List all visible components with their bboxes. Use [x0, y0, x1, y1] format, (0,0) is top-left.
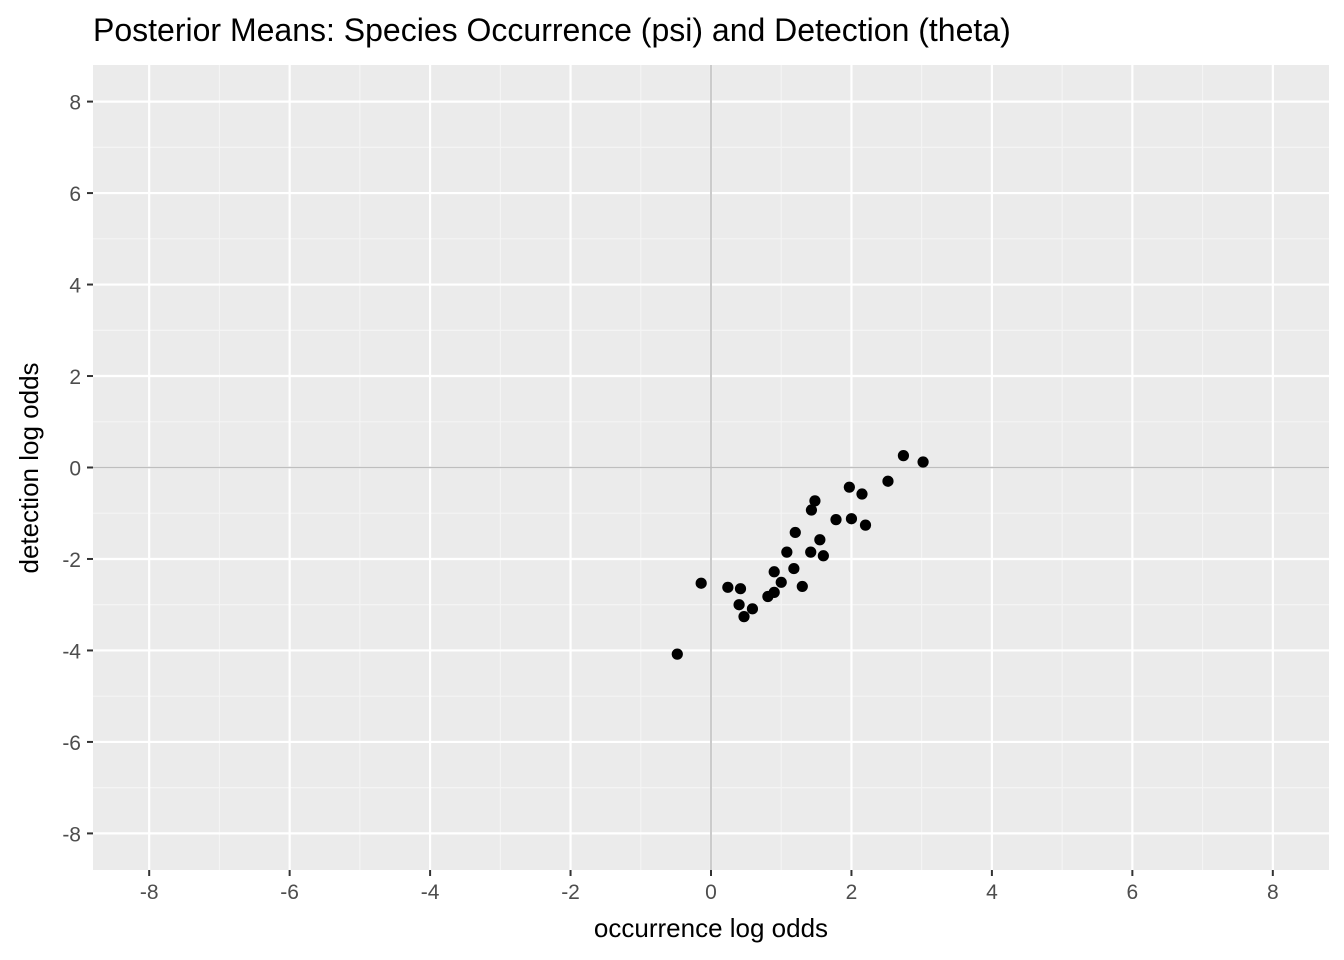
data-point	[843, 481, 855, 493]
data-point	[768, 566, 780, 578]
x-tick-label: 2	[846, 881, 858, 904]
data-point	[671, 648, 683, 660]
data-point	[805, 546, 817, 558]
data-point	[805, 504, 818, 516]
data-point	[845, 513, 858, 525]
y-tick-label: -4	[62, 640, 81, 663]
data-point	[738, 611, 750, 623]
data-point	[695, 577, 707, 589]
x-tick-label: -4	[421, 881, 440, 904]
data-points	[671, 450, 929, 660]
data-point	[775, 576, 787, 588]
data-point	[768, 586, 780, 598]
data-point	[856, 488, 868, 500]
data-point	[809, 495, 821, 507]
y-axis-title: detection log odds	[14, 362, 44, 573]
data-point	[781, 546, 793, 558]
y-tick-label: 2	[69, 366, 81, 389]
chart-title: Posterior Means: Species Occurrence (psi…	[93, 12, 1011, 48]
data-point	[733, 599, 745, 611]
data-point	[882, 475, 894, 487]
y-tick-label: 8	[69, 92, 81, 115]
y-tick-label: -6	[62, 732, 81, 755]
data-point	[917, 456, 929, 468]
data-point	[897, 450, 910, 462]
x-tick-label: -6	[280, 881, 299, 904]
x-tick-label: 8	[1267, 881, 1279, 904]
x-axis-title: occurrence log odds	[594, 913, 828, 943]
data-point	[830, 514, 842, 526]
data-point	[817, 550, 829, 562]
data-point	[859, 519, 872, 531]
y-axis: -8 -6 -4 -2 0 2 4 6 8	[62, 92, 93, 846]
y-tick-label: 0	[69, 458, 81, 481]
data-point	[789, 526, 801, 539]
data-point	[722, 581, 734, 593]
reference-lines	[93, 65, 1329, 870]
data-point	[734, 583, 747, 595]
data-point	[746, 603, 759, 615]
x-tick-label: 0	[705, 881, 717, 904]
x-tick-label: 6	[1127, 881, 1139, 904]
y-tick-label: -2	[62, 549, 81, 572]
data-point	[796, 580, 808, 593]
x-tick-label: -8	[140, 881, 159, 904]
data-point	[814, 534, 826, 546]
x-tick-label: -2	[561, 881, 580, 904]
data-point	[788, 562, 800, 575]
y-tick-label: 6	[69, 183, 81, 206]
y-tick-label: 4	[69, 275, 81, 298]
x-tick-label: 4	[986, 881, 998, 904]
x-axis: -8 -6 -4 -2 0 2 4 6 8	[140, 870, 1279, 904]
y-tick-label: -8	[62, 823, 81, 846]
